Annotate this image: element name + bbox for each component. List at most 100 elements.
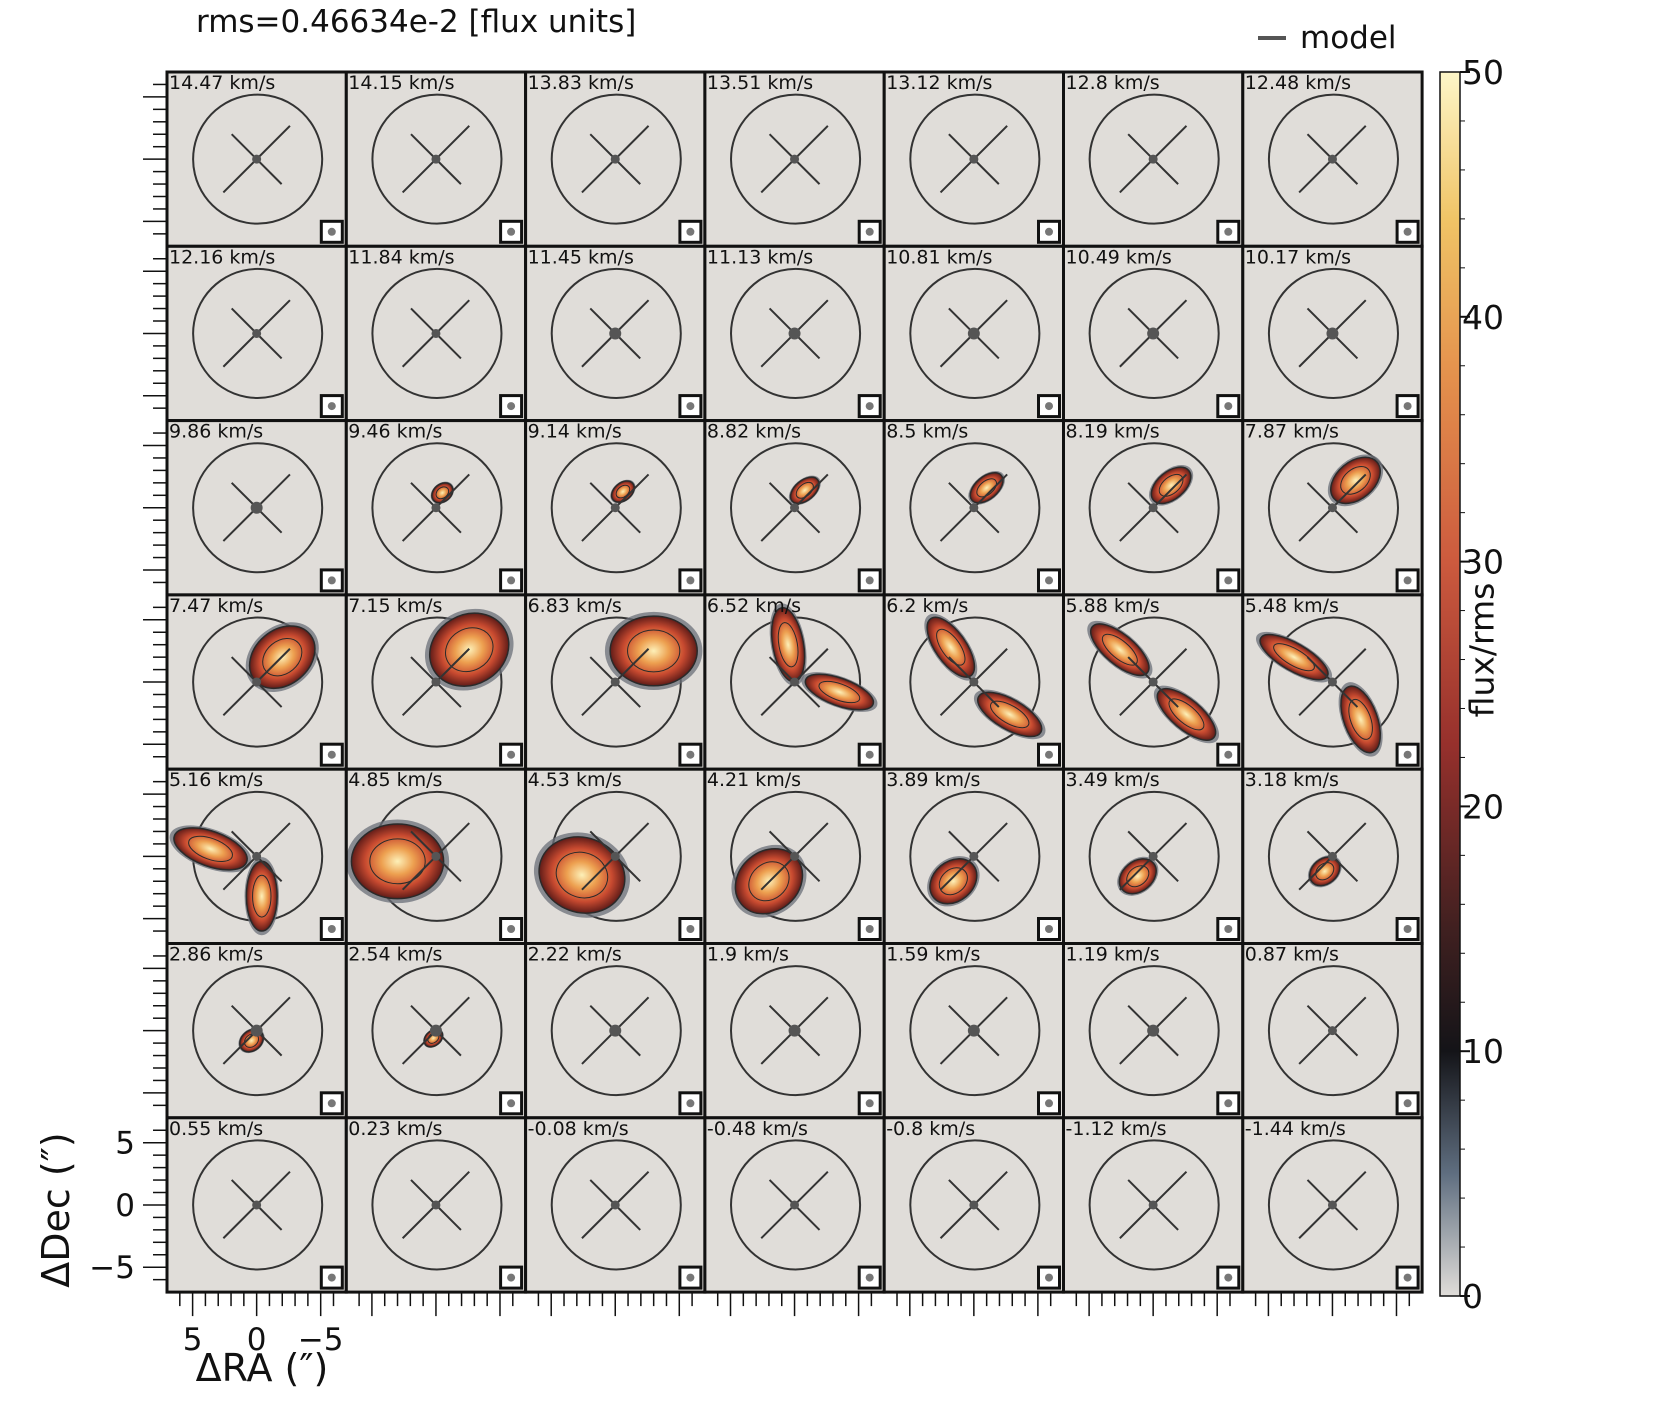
- channel-label: 11.45 km/s: [528, 246, 634, 268]
- channel-panel: 6.52 km/s: [703, 593, 886, 771]
- beam-ellipse: [865, 750, 874, 759]
- channel-panel: 11.84 km/s: [344, 244, 528, 423]
- channel-panel: 7.47 km/s: [165, 593, 348, 771]
- disk-ellipse: [909, 790, 1041, 922]
- legend-model-label: model: [1300, 20, 1397, 56]
- star-position: [790, 503, 800, 513]
- beam-ellipse: [865, 1273, 874, 1282]
- beam-ellipse: [865, 227, 874, 236]
- disk-ellipse: [1267, 267, 1399, 399]
- beam-ellipse: [1224, 925, 1233, 933]
- channel-panel: 10.81 km/s: [882, 244, 1066, 423]
- beam-ellipse: [507, 1099, 516, 1108]
- channel-panel: 4.85 km/s: [344, 767, 528, 946]
- y-tick-label: 0: [115, 1188, 135, 1224]
- star-position: [252, 154, 262, 164]
- disk-ellipse: [1088, 267, 1220, 399]
- disk-ellipse: [550, 442, 682, 574]
- channel-label: 2.54 km/s: [348, 944, 442, 966]
- channel-panel: 4.21 km/s: [703, 767, 886, 946]
- x-tick-label: 5: [183, 1322, 203, 1358]
- channel-label: 13.12 km/s: [886, 72, 992, 94]
- channel-panel: 8.19 km/s: [1062, 419, 1245, 597]
- emission-contour: [1126, 865, 1150, 888]
- star-position: [969, 1200, 979, 1210]
- disk-ellipse: [192, 1139, 324, 1271]
- channel-label: 5.16 km/s: [169, 769, 263, 791]
- emission-contour: [777, 622, 799, 668]
- channel-label: 4.85 km/s: [348, 769, 442, 791]
- star-position: [609, 327, 622, 340]
- channel-panel: 2.86 km/s: [165, 942, 348, 1120]
- beam-ellipse: [327, 925, 336, 933]
- emission-blob: [350, 823, 445, 900]
- channel-panel: 6.83 km/s: [524, 593, 707, 771]
- channel-panel: 13.51 km/s: [703, 70, 886, 248]
- disk-ellipse: [1267, 790, 1399, 922]
- disk-ellipse: [550, 965, 682, 1097]
- emission-contour: [1273, 643, 1315, 672]
- emission-blob: [173, 827, 248, 871]
- star-position: [252, 677, 262, 687]
- star-position: [1148, 677, 1158, 687]
- star-position: [431, 328, 441, 338]
- emission-contour: [976, 478, 997, 498]
- star-position: [967, 1024, 980, 1037]
- beam-ellipse: [1224, 1273, 1233, 1282]
- channel-label: 7.87 km/s: [1245, 421, 1339, 443]
- channel-label: 5.88 km/s: [1066, 595, 1160, 617]
- star-position: [431, 154, 441, 164]
- emission-contour: [262, 637, 303, 677]
- channel-panel: 4.53 km/s: [524, 767, 707, 946]
- star-position: [790, 1200, 800, 1210]
- beam-ellipse: [327, 227, 336, 236]
- channel-label: 8.5 km/s: [886, 421, 968, 443]
- star-position: [788, 327, 801, 340]
- emission-contour: [818, 680, 861, 704]
- channel-panel: 14.15 km/s: [344, 70, 528, 248]
- disk-ellipse: [371, 965, 503, 1097]
- beam-ellipse: [1224, 1099, 1233, 1108]
- beam-ellipse: [686, 750, 695, 759]
- colorbar-tick-label: 0: [1462, 1277, 1483, 1316]
- y-tick-label: −5: [89, 1250, 135, 1286]
- star-position: [431, 677, 441, 687]
- beam-ellipse: [507, 402, 516, 411]
- beam-ellipse: [1403, 402, 1412, 411]
- channel-label: 9.46 km/s: [348, 421, 442, 443]
- emission-contour: [1340, 466, 1371, 495]
- channel-label: -0.08 km/s: [528, 1118, 629, 1140]
- colorbar-tick-label: 30: [1462, 543, 1504, 582]
- channel-label: 14.47 km/s: [169, 72, 275, 94]
- emission-blob: [929, 858, 978, 905]
- star-position: [431, 851, 441, 861]
- star-position: [610, 851, 620, 861]
- star-position: [1327, 851, 1337, 861]
- beam-ellipse: [327, 402, 336, 411]
- disk-ellipse: [909, 965, 1041, 1097]
- channel-panel: 0.87 km/s: [1241, 942, 1424, 1120]
- beam-ellipse: [1045, 1099, 1053, 1108]
- channel-label: 12.16 km/s: [169, 246, 275, 268]
- channel-label: 9.14 km/s: [528, 421, 622, 443]
- disk-ellipse: [371, 93, 503, 225]
- colorbar-tick-label: 10: [1462, 1032, 1504, 1071]
- channel-label: -0.8 km/s: [886, 1118, 975, 1140]
- beam-ellipse: [507, 925, 516, 933]
- emission-contour: [936, 628, 966, 666]
- channel-panel: 7.87 km/s: [1241, 419, 1424, 597]
- disk-ellipse: [1267, 965, 1399, 1097]
- channel-label: 8.19 km/s: [1066, 421, 1160, 443]
- channel-panel: 3.18 km/s: [1241, 767, 1424, 946]
- disk-ellipse: [909, 1139, 1041, 1271]
- channel-label: 10.81 km/s: [886, 246, 992, 268]
- disk-ellipse: [730, 616, 862, 748]
- disk-ellipse: [909, 93, 1041, 225]
- star-position: [1148, 503, 1158, 513]
- channel-label: 9.86 km/s: [169, 421, 263, 443]
- channel-label: -1.44 km/s: [1245, 1118, 1346, 1140]
- emission-contour: [1158, 473, 1184, 497]
- beam-ellipse: [507, 750, 516, 759]
- disk-ellipse: [192, 93, 324, 225]
- beam-ellipse: [686, 227, 695, 236]
